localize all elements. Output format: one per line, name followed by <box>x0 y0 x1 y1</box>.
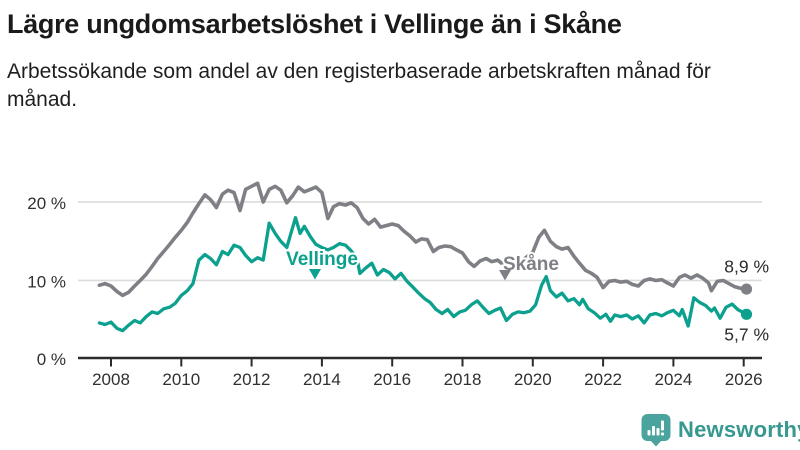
vellinge-end-dot <box>740 308 753 320</box>
x-tick-label: 2016 <box>373 370 411 389</box>
x-axis-ticks <box>110 358 745 367</box>
skane-end-value-label: 8,9 % <box>724 257 769 277</box>
x-tick-label: 2022 <box>584 370 622 389</box>
newsworthy-wordmark: Newsworthy <box>678 417 800 442</box>
skane-end-dot <box>740 283 753 295</box>
x-tick-label: 2026 <box>725 370 763 389</box>
vellinge-line <box>97 216 749 333</box>
x-tick-label: 2020 <box>514 370 552 389</box>
page-subtitle: Arbetssökande som andel av den registerb… <box>7 60 711 112</box>
vellinge-series-label: Vellinge <box>286 249 358 270</box>
skane-series-label: Skåne <box>503 254 559 275</box>
x-tick-label: 2012 <box>233 370 271 389</box>
newsworthy-logo: Newsworthy <box>641 413 800 447</box>
y-axis-labels: 20 % 10 % 0 % <box>27 194 66 369</box>
y-tick-label: 10 % <box>27 273 66 292</box>
x-tick-label: 2018 <box>444 370 482 389</box>
chart-header: Lägre ungdomsarbetslöshet i Vellinge än … <box>7 0 782 114</box>
x-tick-label: 2024 <box>654 370 692 389</box>
y-tick-label: 20 % <box>27 194 66 213</box>
y-tick-label: 0 % <box>37 350 66 369</box>
vellinge-pointer-icon <box>309 269 321 280</box>
x-tick-label: 2010 <box>162 370 200 389</box>
vellinge-end-value-label: 5,7 % <box>724 325 769 345</box>
page-title: Lägre ungdomsarbetslöshet i Vellinge än … <box>7 9 622 39</box>
newsworthy-logo-icon <box>641 414 671 447</box>
x-tick-label: 2008 <box>92 370 130 389</box>
bar-chart-exclamation-glyph <box>647 420 664 436</box>
skane-pointer-icon <box>499 270 511 281</box>
skane-line <box>97 181 749 298</box>
x-axis-labels: 2008 2010 2012 2014 2016 2018 2020 2022 … <box>92 370 763 389</box>
x-tick-label: 2014 <box>303 370 341 389</box>
